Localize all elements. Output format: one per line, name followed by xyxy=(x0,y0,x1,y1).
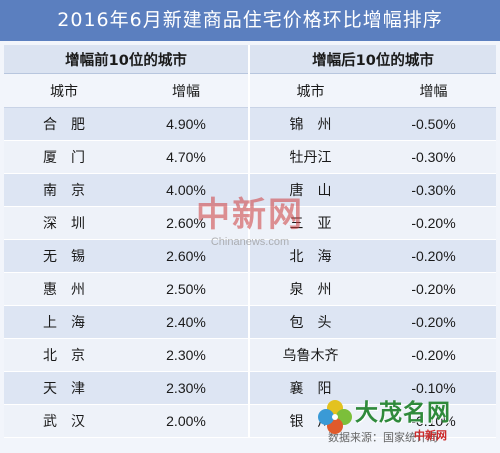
table-row: 惠 州 2.50% 泉 州 -0.20% xyxy=(4,272,496,306)
column-header-city: 城市 xyxy=(248,73,371,108)
top-growth-cell: 2.60% xyxy=(124,239,249,273)
top-growth-cell: 2.30% xyxy=(124,338,249,372)
table-row: 合 肥 4.90% 锦 州 -0.50% xyxy=(4,107,496,141)
table-row: 北 京 2.30% 乌鲁木齐 -0.20% xyxy=(4,338,496,372)
top-growth-cell: 2.00% xyxy=(124,404,249,438)
top-city-cell: 上 海 xyxy=(4,305,124,339)
data-source-note: 数据来源：国家统计局 xyxy=(328,431,438,444)
group-top-header: 增幅前10位的城市 xyxy=(4,45,249,74)
source-brand: 中新网 xyxy=(414,429,447,442)
bottom-growth-cell: -0.20% xyxy=(371,206,496,240)
top-city-cell: 深 圳 xyxy=(4,206,124,240)
bottom-city-cell: 牡丹江 xyxy=(248,140,371,174)
group-bottom-header: 增幅后10位的城市 xyxy=(248,45,496,74)
price-growth-table: 增幅前10位的城市 增幅后10位的城市 城市 增幅 城市 增幅 合 肥 4.90… xyxy=(4,45,496,438)
top-growth-cell: 2.50% xyxy=(124,272,249,306)
bottom-city-cell: 北 海 xyxy=(248,239,371,273)
top-city-cell: 无 锡 xyxy=(4,239,124,273)
top-city-cell: 合 肥 xyxy=(4,107,124,141)
bottom-growth-cell: -0.10% xyxy=(371,404,496,438)
table-row: 深 圳 2.60% 三 亚 -0.20% xyxy=(4,206,496,240)
table-row: 武 汉 2.00% 银 川 -0.10% xyxy=(4,404,496,438)
table-row: 无 锡 2.60% 北 海 -0.20% xyxy=(4,239,496,273)
bottom-growth-cell: -0.20% xyxy=(371,338,496,372)
bottom-growth-cell: -0.30% xyxy=(371,173,496,207)
bottom-city-cell: 襄 阳 xyxy=(248,371,371,405)
bottom-city-cell: 包 头 xyxy=(248,305,371,339)
top-growth-cell: 2.40% xyxy=(124,305,249,339)
column-header-row: 城市 增幅 城市 增幅 xyxy=(4,73,496,108)
top-growth-cell: 2.30% xyxy=(124,371,249,405)
bottom-city-cell: 泉 州 xyxy=(248,272,371,306)
group-header-row: 增幅前10位的城市 增幅后10位的城市 xyxy=(4,45,496,74)
bottom-growth-cell: -0.20% xyxy=(371,272,496,306)
bottom-growth-cell: -0.30% xyxy=(371,140,496,174)
top-growth-cell: 4.00% xyxy=(124,173,249,207)
bottom-growth-cell: -0.20% xyxy=(371,305,496,339)
bottom-city-cell: 乌鲁木齐 xyxy=(248,338,371,372)
column-header-growth: 增幅 xyxy=(371,73,496,108)
top-city-cell: 天 津 xyxy=(4,371,124,405)
top-city-cell: 惠 州 xyxy=(4,272,124,306)
top-city-cell: 北 京 xyxy=(4,338,124,372)
bottom-growth-cell: -0.10% xyxy=(371,371,496,405)
table-row: 天 津 2.30% 襄 阳 -0.10% xyxy=(4,371,496,405)
site-logo-text: 大茂名网 xyxy=(355,400,451,426)
top-growth-cell: 4.90% xyxy=(124,107,249,141)
site-logo: 大茂名网 xyxy=(315,385,500,453)
bottom-city-cell: 三 亚 xyxy=(248,206,371,240)
top-city-cell: 武 汉 xyxy=(4,404,124,438)
top-city-cell: 厦 门 xyxy=(4,140,124,174)
top-growth-cell: 2.60% xyxy=(124,206,249,240)
bottom-growth-cell: -0.50% xyxy=(371,107,496,141)
top-city-cell: 南 京 xyxy=(4,173,124,207)
table-row: 上 海 2.40% 包 头 -0.20% xyxy=(4,305,496,339)
table-row: 厦 门 4.70% 牡丹江 -0.30% xyxy=(4,140,496,174)
column-header-city: 城市 xyxy=(4,73,124,108)
bottom-city-cell: 锦 州 xyxy=(248,107,371,141)
four-leaf-clover-icon xyxy=(318,400,352,434)
page-title: 2016年6月新建商品住宅价格环比增幅排序 xyxy=(0,0,500,41)
table-row: 南 京 4.00% 唐 山 -0.30% xyxy=(4,173,496,207)
top-growth-cell: 4.70% xyxy=(124,140,249,174)
bottom-city-cell: 唐 山 xyxy=(248,173,371,207)
column-header-growth: 增幅 xyxy=(124,73,249,108)
bottom-growth-cell: -0.20% xyxy=(371,239,496,273)
